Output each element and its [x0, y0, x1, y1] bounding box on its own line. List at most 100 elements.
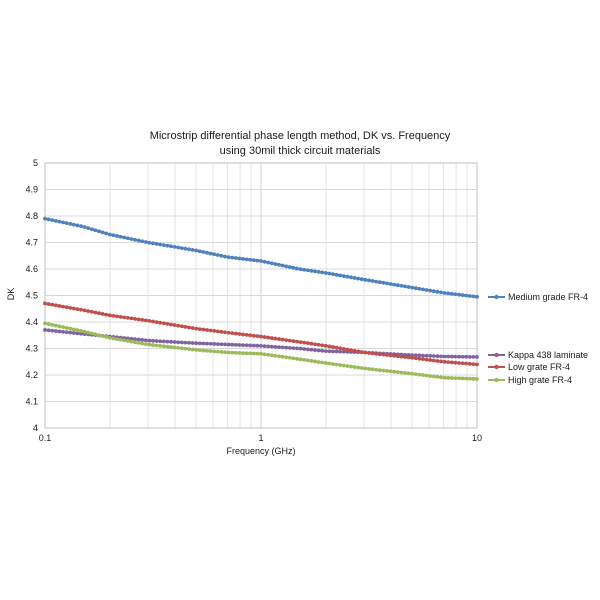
data-point	[417, 286, 422, 291]
data-point	[435, 374, 440, 379]
legend-swatch-marker	[494, 377, 499, 383]
data-point	[50, 322, 55, 327]
data-point	[388, 353, 393, 358]
data-point	[86, 330, 91, 335]
data-point	[266, 352, 271, 357]
data-point	[424, 288, 429, 292]
data-point	[413, 353, 418, 358]
data-point	[183, 340, 188, 345]
data-point	[183, 246, 188, 251]
data-point	[363, 277, 368, 282]
data-point	[143, 342, 148, 347]
data-point	[75, 307, 80, 311]
y-tick-label: 4.4	[25, 317, 38, 327]
data-point	[280, 354, 285, 359]
data-point	[345, 274, 350, 279]
data-point	[161, 321, 166, 326]
data-point	[277, 337, 281, 341]
data-point	[140, 338, 145, 342]
data-point	[129, 237, 134, 241]
data-point	[255, 334, 260, 339]
data-point	[194, 326, 199, 331]
data-point	[57, 304, 62, 308]
data-point	[295, 356, 299, 361]
data-point	[460, 293, 465, 298]
data-point	[457, 354, 461, 359]
data-point	[471, 294, 476, 299]
data-point	[349, 364, 353, 369]
data-point	[266, 260, 271, 265]
data-point	[226, 255, 231, 260]
data-point	[442, 375, 447, 380]
data-point	[169, 322, 173, 327]
data-point	[241, 351, 245, 355]
data-point	[291, 346, 296, 351]
data-point	[287, 345, 292, 350]
y-axis-label: DK	[6, 288, 16, 301]
y-tick-label: 4.9	[25, 185, 38, 195]
data-point	[133, 337, 137, 342]
data-point	[341, 349, 346, 354]
data-point	[367, 367, 371, 371]
data-point	[460, 354, 465, 359]
data-point	[410, 355, 415, 360]
data-point	[417, 372, 422, 377]
data-point	[331, 362, 335, 366]
data-point	[377, 352, 382, 357]
data-point	[136, 238, 141, 243]
data-point	[381, 368, 386, 373]
y-tick-label: 4.1	[25, 397, 38, 407]
data-point	[323, 343, 328, 348]
data-point	[280, 337, 285, 342]
y-tick-label: 4.5	[25, 291, 38, 301]
data-point	[187, 325, 191, 330]
data-point	[197, 348, 202, 353]
data-point	[122, 338, 127, 343]
data-point	[215, 349, 220, 354]
data-point	[194, 248, 199, 253]
data-point	[259, 259, 263, 263]
data-point	[201, 327, 206, 332]
data-point	[140, 341, 145, 346]
data-point	[61, 325, 65, 329]
data-point	[385, 353, 389, 357]
data-point	[147, 338, 152, 343]
data-point	[331, 272, 335, 277]
chart-title: Microstrip differential phase length met…	[150, 130, 451, 142]
data-point	[363, 366, 368, 371]
data-point	[241, 257, 245, 261]
y-tick-label: 4	[33, 423, 38, 433]
data-point	[273, 353, 278, 358]
data-point	[410, 353, 415, 358]
data-point	[291, 356, 296, 361]
data-point	[431, 358, 436, 363]
data-point	[122, 315, 127, 320]
data-point	[158, 320, 163, 325]
data-point	[320, 270, 325, 275]
data-point	[100, 334, 105, 338]
data-point	[374, 279, 379, 284]
data-point	[75, 328, 80, 332]
data-point	[421, 373, 425, 377]
data-point	[453, 376, 458, 381]
data-point	[136, 340, 141, 345]
data-point	[305, 358, 310, 363]
data-point	[435, 354, 440, 359]
data-point	[71, 331, 76, 335]
data-point	[230, 255, 235, 260]
data-point	[313, 342, 317, 347]
data-point	[262, 335, 267, 339]
data-point	[53, 303, 58, 308]
data-point	[244, 343, 249, 348]
data-point	[460, 376, 465, 381]
y-tick-label: 4.2	[25, 370, 38, 380]
data-point	[226, 342, 231, 347]
data-point	[46, 322, 51, 326]
data-point	[291, 265, 296, 270]
data-point	[201, 348, 206, 353]
data-point	[43, 321, 47, 326]
data-point	[68, 305, 73, 310]
data-point	[424, 353, 429, 358]
data-point	[46, 217, 51, 222]
data-point	[143, 338, 148, 343]
